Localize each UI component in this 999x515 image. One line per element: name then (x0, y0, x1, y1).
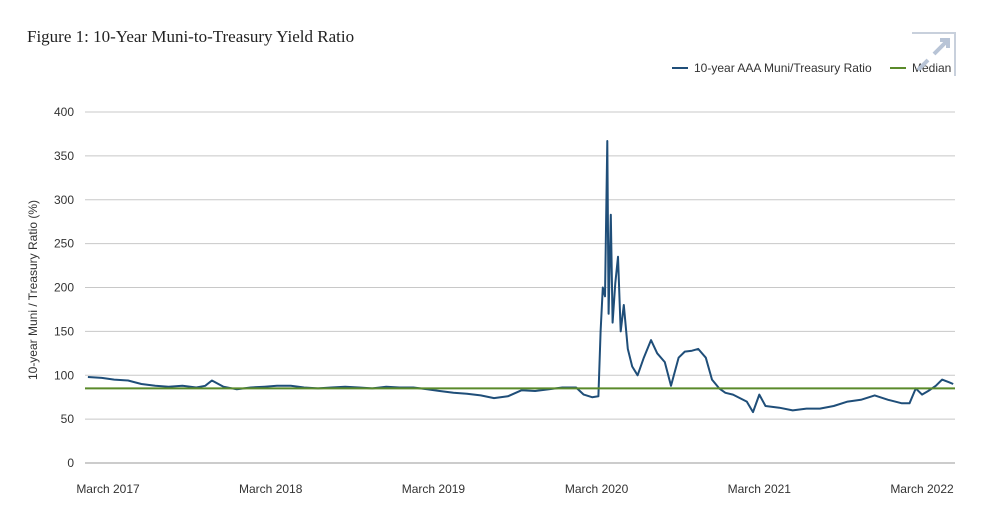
legend-swatch (890, 67, 906, 69)
x-tick-label: March 2017 (76, 482, 140, 496)
y-tick-label: 200 (54, 281, 74, 295)
legend-item-ratio: 10-year AAA Muni/Treasury Ratio (672, 61, 872, 75)
y-tick-label: 0 (67, 456, 74, 470)
x-tick-label: March 2020 (565, 482, 629, 496)
x-tick-label: March 2018 (239, 482, 303, 496)
x-tick-label: March 2022 (890, 482, 954, 496)
x-tick-label: March 2021 (728, 482, 792, 496)
y-tick-label: 100 (54, 368, 74, 382)
x-tick-label: March 2019 (402, 482, 466, 496)
y-tick-label: 250 (54, 237, 74, 251)
legend-label: 10-year AAA Muni/Treasury Ratio (694, 61, 872, 75)
y-tick-label: 150 (54, 324, 74, 338)
legend-swatch (672, 67, 688, 69)
y-tick-label: 400 (54, 105, 74, 119)
chart-title: Figure 1: 10-Year Muni-to-Treasury Yield… (27, 27, 355, 46)
expand-icon[interactable] (912, 32, 956, 76)
y-axis-label: 10-year Muni / Treasury Ratio (%) (26, 200, 40, 380)
y-tick-label: 300 (54, 193, 74, 207)
ratio-series-line (87, 140, 954, 414)
y-tick-label: 350 (54, 149, 74, 163)
y-tick-label: 50 (61, 412, 75, 426)
